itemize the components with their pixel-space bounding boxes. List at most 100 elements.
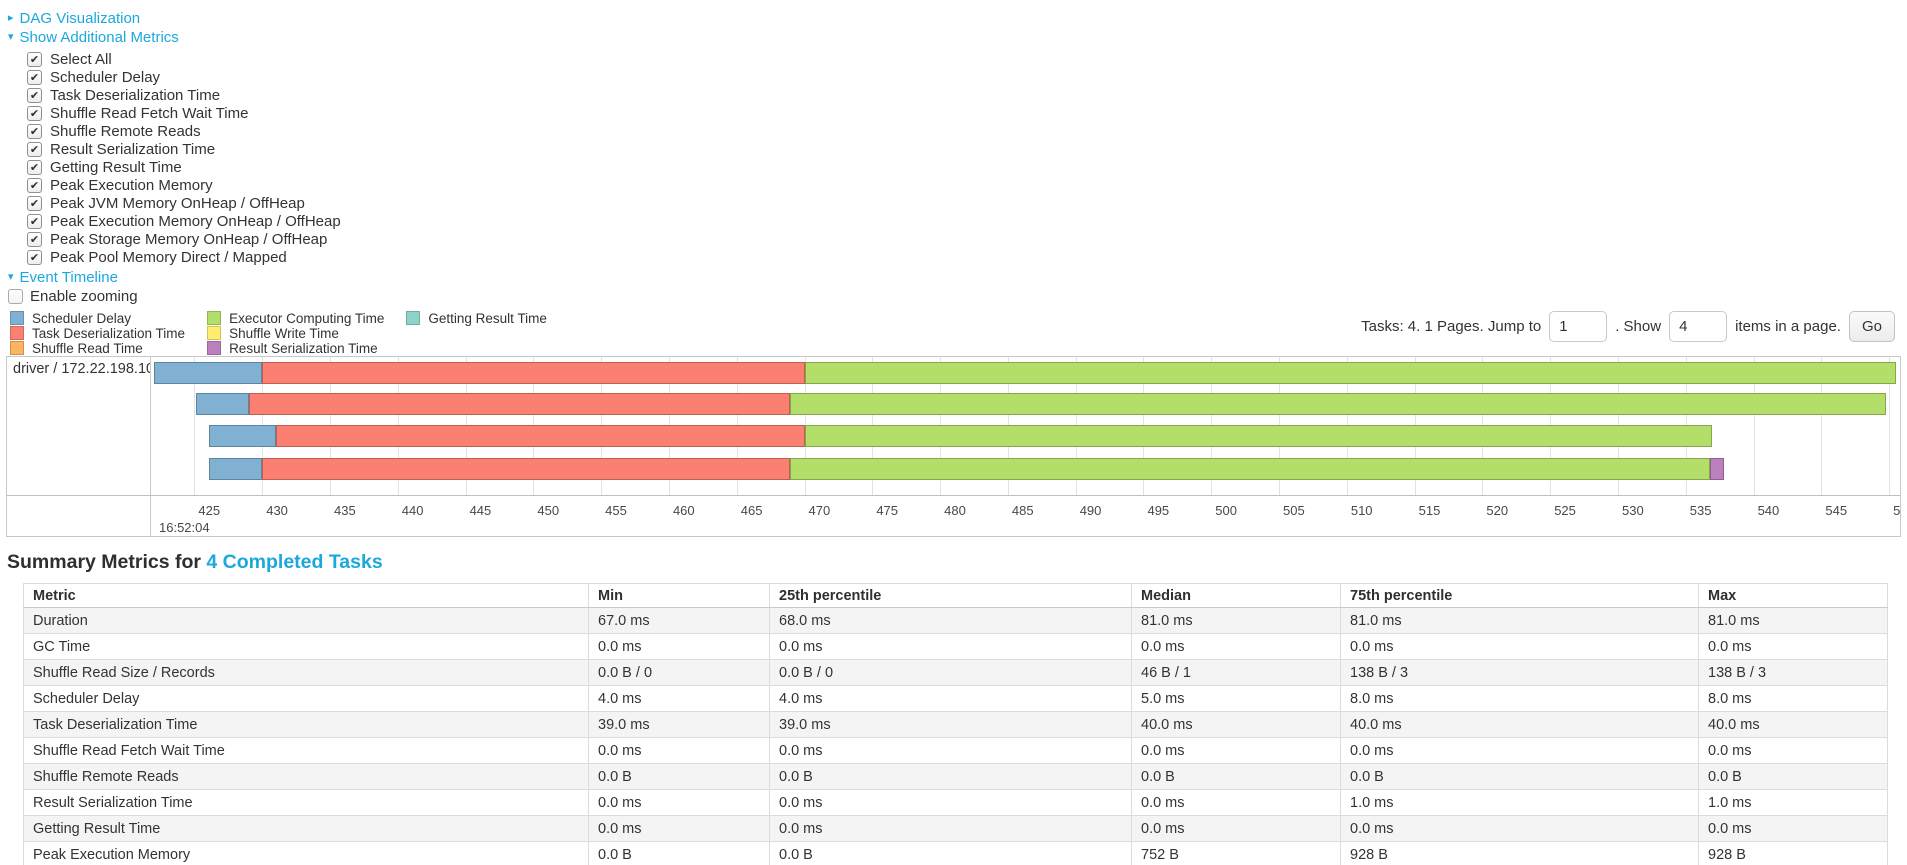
timeline-group-column: driver / 172.22.198.104 (7, 357, 151, 536)
axis-tick-label: 495 (1147, 503, 1170, 518)
axis-tick-label: 500 (1215, 503, 1237, 518)
metric-checkbox[interactable]: ✔ (27, 159, 42, 175)
metric-checkbox-row: ✔ Getting Result Time (27, 158, 1907, 176)
metric-value-cell: 1.0 ms (1698, 789, 1888, 816)
metric-value-cell: 40.0 ms (1340, 711, 1699, 738)
metric-value-cell: 928 B (1698, 841, 1888, 865)
task-bar-segment[interactable] (789, 458, 1711, 480)
axis-tick-label: 515 (1418, 503, 1441, 518)
metric-value-cell: 8.0 ms (1340, 685, 1699, 712)
metric-checkbox-row: ✔ Peak Execution Memory (27, 176, 1907, 194)
task-bar-segment[interactable] (804, 362, 1896, 384)
task-bar-segment[interactable] (209, 425, 276, 447)
metric-value-cell: 0.0 ms (1131, 737, 1341, 764)
task-bar-segment[interactable] (209, 458, 263, 480)
axis-tick-label: 540 (1757, 503, 1780, 518)
metric-checkbox[interactable]: ✔ (27, 141, 42, 157)
metric-name-cell: Task Deserialization Time (23, 711, 589, 738)
dag-visualization-toggle[interactable]: ▸ DAG Visualization (8, 9, 1907, 27)
task-bar-segment[interactable] (789, 393, 1887, 415)
metric-checkbox-label: Getting Result Time (50, 158, 182, 176)
go-button[interactable]: Go (1848, 311, 1895, 342)
metric-checkbox[interactable]: ✔ (27, 213, 42, 229)
metric-checkbox-row: ✔ Task Deserialization Time (27, 86, 1907, 104)
metric-checkbox[interactable]: ✔ (27, 123, 42, 139)
metric-value-cell: 39.0 ms (769, 711, 1132, 738)
metric-value-cell: 0.0 ms (588, 789, 770, 816)
task-pagination: Tasks: 4. 1 Pages. Jump to . Show items … (1361, 311, 1895, 342)
event-timeline-toggle[interactable]: ▾ Event Timeline (8, 268, 1907, 286)
show-additional-metrics-label: Show Additional Metrics (19, 28, 179, 46)
axis-tick-label: 545 (1825, 503, 1848, 518)
table-header-row: Metric Min 25th percentile Median 75th perce… (23, 583, 1888, 608)
axis-tick-label: 440 (401, 503, 424, 518)
dag-visualization-label: DAG Visualization (19, 9, 141, 27)
metric-value-cell: 0.0 B (1698, 763, 1888, 790)
metric-checkbox[interactable]: ✔ (27, 249, 42, 265)
metric-checkbox[interactable]: ✔ (27, 51, 42, 67)
metric-value-cell: 0.0 ms (769, 789, 1132, 816)
metric-name-cell: Peak Execution Memory (23, 841, 589, 865)
axis-tick-label: 435 (334, 503, 356, 518)
metric-checkbox[interactable]: ✔ (27, 87, 42, 103)
table-row: Shuffle Remote Reads 0.0 B 0.0 B 0.0 B 0.0 B… (23, 763, 1888, 790)
metric-name-cell: Getting Result Time (23, 815, 589, 842)
timeline-group-label: driver / 172.22.198.104 (13, 361, 150, 377)
metric-checkbox-label: Peak Execution Memory OnHeap / OffHeap (50, 212, 341, 230)
task-bar-segment[interactable] (195, 393, 249, 415)
metric-checkbox[interactable]: ✔ (27, 195, 42, 211)
legend-label: Executor Computing Time (229, 310, 385, 326)
metric-value-cell: 0.0 B (1340, 763, 1699, 790)
summary-metrics-heading: Summary Metrics for 4 Completed Tasks (7, 551, 1907, 574)
table-row: Shuffle Read Size / Records 0.0 B / 0 0.0 … (23, 659, 1888, 686)
axis-tick-label: 465 (740, 503, 763, 518)
axis-tick-label: 470 (808, 503, 831, 518)
metric-checkbox[interactable]: ✔ (27, 69, 42, 85)
axis-tick-label: 480 (944, 503, 966, 518)
axis-tick-label: 460 (672, 503, 695, 518)
completed-tasks-link[interactable]: 4 Completed Tasks (206, 551, 383, 573)
axis-tick-label: 525 (1554, 503, 1576, 518)
task-bar-segment[interactable] (153, 362, 263, 384)
timeline-axis-line (7, 495, 1900, 496)
timeline-gridline (1821, 357, 1823, 495)
task-bar-segment[interactable] (1710, 458, 1724, 480)
metric-value-cell: 0.0 B (588, 841, 770, 865)
metric-value-cell: 138 B / 3 (1698, 659, 1888, 686)
table-row: GC Time 0.0 ms 0.0 ms 0.0 ms 0.0 ms 0.0 ms (23, 633, 1888, 660)
metric-checkbox[interactable]: ✔ (27, 231, 42, 247)
axis-tick-label: 475 (876, 503, 899, 518)
metric-checkbox-label: Select All (50, 50, 112, 68)
jump-to-page-input[interactable] (1549, 311, 1608, 342)
table-row: Scheduler Delay 4.0 ms 4.0 ms 5.0 ms 8.0 ms 8… (23, 685, 1888, 712)
column-header: Metric (23, 583, 589, 608)
table-row: Peak Execution Memory 0.0 B 0.0 B 752 B 928 … (23, 841, 1888, 865)
show-additional-metrics-toggle[interactable]: ▾ Show Additional Metrics (8, 28, 1907, 46)
task-bar-segment[interactable] (275, 425, 805, 447)
metric-checkbox-row: ✔ Peak Execution Memory OnHeap / OffHeap (27, 212, 1907, 230)
timeline-plot-area: 425 430 435 440 445 450 455 460 465 470 475 480 485 4… (152, 357, 1900, 536)
metric-name-cell: Shuffle Read Fetch Wait Time (23, 737, 589, 764)
legend-item: Executor Computing Time (207, 310, 385, 326)
metric-name-cell: Shuffle Read Size / Records (23, 659, 589, 686)
task-bar-segment[interactable] (804, 425, 1712, 447)
metric-checkbox[interactable]: ✔ (27, 105, 42, 121)
legend-item: Getting Result Time (406, 311, 547, 326)
legend-item: Scheduler Delay (10, 311, 185, 326)
metric-value-cell: 0.0 ms (1131, 633, 1341, 660)
axis-tick-label: 455 (605, 503, 627, 518)
task-bar-segment[interactable] (248, 393, 790, 415)
task-bar-segment[interactable] (262, 458, 790, 480)
items-per-page-input[interactable] (1669, 311, 1728, 342)
enable-zooming-checkbox[interactable] (8, 288, 23, 304)
metric-value-cell: 0.0 ms (769, 737, 1132, 764)
metric-checkbox[interactable]: ✔ (27, 177, 42, 193)
metric-checkbox-label: Peak Storage Memory OnHeap / OffHeap (50, 230, 328, 248)
metric-value-cell: 40.0 ms (1131, 711, 1341, 738)
table-row: Shuffle Read Fetch Wait Time 0.0 ms 0.0 ms… (23, 737, 1888, 764)
metric-value-cell: 0.0 B / 0 (769, 659, 1132, 686)
task-bar-segment[interactable] (262, 362, 805, 384)
enable-zooming-row: Enable zooming (8, 287, 1907, 305)
legend-swatch (406, 311, 421, 325)
metric-value-cell: 0.0 B (588, 763, 770, 790)
